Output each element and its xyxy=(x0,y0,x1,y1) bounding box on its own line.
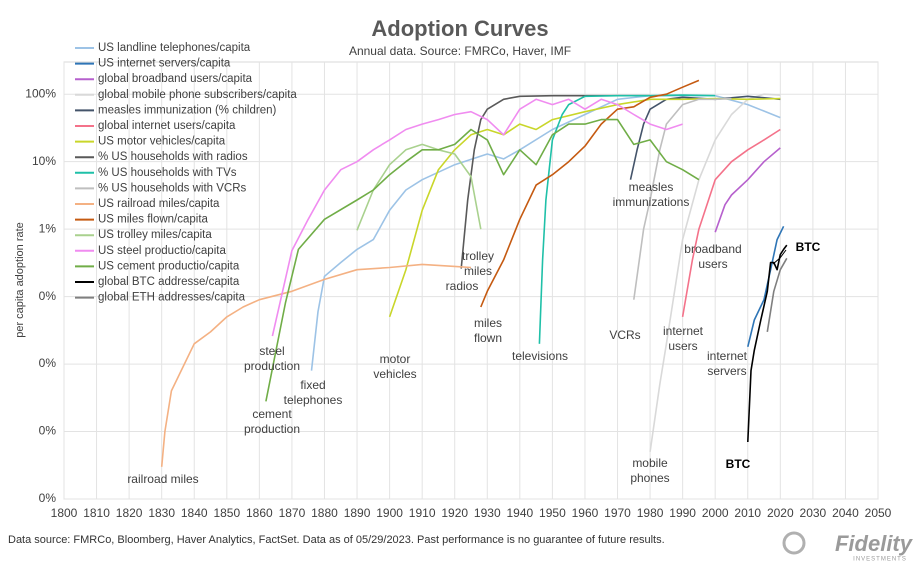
x-tick-label: 1840 xyxy=(181,506,208,520)
annotation-leader xyxy=(772,249,787,265)
annotation: internet xyxy=(663,324,704,338)
series-line xyxy=(356,143,482,231)
x-tick-label: 2000 xyxy=(702,506,729,520)
x-tick-label: 1830 xyxy=(148,506,175,520)
legend-label: US miles flown/capita xyxy=(98,214,209,226)
x-tick-label: 1920 xyxy=(441,506,468,520)
x-tick-label: 1870 xyxy=(279,506,306,520)
annotation: radios xyxy=(446,279,479,293)
annotation: railroad miles xyxy=(127,472,198,486)
x-tick-label: 1940 xyxy=(506,506,533,520)
annotation: users xyxy=(668,339,697,353)
legend-label: measles immunization (% children) xyxy=(98,104,276,116)
legend-label: % US households with VCRs xyxy=(98,182,247,194)
annotation: flown xyxy=(474,331,502,345)
legend-label: global ETH addresses/capita xyxy=(98,292,246,304)
x-tick-label: 1980 xyxy=(637,506,664,520)
annotation: mobile xyxy=(632,456,668,470)
series-line xyxy=(766,257,788,333)
x-tick-label: 2010 xyxy=(734,506,761,520)
legend-label: % US households with TVs xyxy=(98,167,237,179)
legend-label: US motor vehicles/capita xyxy=(98,136,226,148)
annotation: trolley xyxy=(462,249,494,263)
legend-label: global broadband users/capita xyxy=(98,73,253,85)
annotation: telephones xyxy=(284,393,343,407)
annotation: motor xyxy=(380,352,411,366)
annotation: broadband xyxy=(684,242,741,256)
series-line xyxy=(633,97,732,300)
x-tick-label: 1800 xyxy=(51,506,78,520)
annotation: production xyxy=(244,422,300,436)
annotation: users xyxy=(698,257,727,271)
y-tick-label: 0% xyxy=(39,289,57,303)
chart-title: Adoption Curves xyxy=(371,16,548,41)
x-tick-label: 2020 xyxy=(767,506,794,520)
x-tick-label: 1960 xyxy=(572,506,599,520)
series-line xyxy=(160,263,472,467)
brand-sub: INVESTMENTS xyxy=(853,557,907,563)
x-tick-label: 2050 xyxy=(865,506,892,520)
series-line xyxy=(480,79,700,308)
x-tick-label: 1900 xyxy=(376,506,403,520)
legend-label: global BTC addresse/capita xyxy=(98,276,240,288)
legend-label: global mobile phone subscribers/capita xyxy=(98,89,297,101)
y-axis-label: per capita adoption rate xyxy=(14,222,26,338)
series-line xyxy=(265,118,700,402)
brand-icon xyxy=(782,531,806,555)
x-tick-label: 1970 xyxy=(604,506,631,520)
legend-label: US internet servers/capita xyxy=(98,58,231,70)
annotation: immunizations xyxy=(613,195,690,209)
annotation: BTC xyxy=(796,240,821,254)
legend-label: US trolley miles/capita xyxy=(98,229,212,241)
y-tick-label: 10% xyxy=(32,154,56,168)
footer: Data source: FMRCo, Bloomberg, Haver Ana… xyxy=(8,534,665,546)
annotation: cement xyxy=(252,407,292,421)
annotation: production xyxy=(244,359,300,373)
series-line xyxy=(747,244,788,443)
series-line xyxy=(271,98,683,337)
x-tick-label: 1890 xyxy=(344,506,371,520)
annotation: miles xyxy=(474,316,502,330)
series-line xyxy=(714,147,781,233)
x-tick-label: 1880 xyxy=(311,506,338,520)
y-tick-label: 1% xyxy=(39,221,57,235)
y-tick-label: 0% xyxy=(39,424,57,438)
annotation: BTC xyxy=(726,457,751,471)
x-tick-label: 1910 xyxy=(409,506,436,520)
annotation: steel xyxy=(259,344,284,358)
annotation: VCRs xyxy=(609,328,640,342)
annotation: measles xyxy=(629,180,674,194)
x-tick-label: 1850 xyxy=(213,506,240,520)
y-tick-label: 0% xyxy=(39,491,57,505)
legend-label: US railroad miles/capita xyxy=(98,198,220,210)
chart-subtitle: Annual data. Source: FMRCo, Haver, IMF xyxy=(349,44,571,58)
y-tick-label: 0% xyxy=(39,356,57,370)
x-tick-label: 1950 xyxy=(539,506,566,520)
x-tick-label: 2040 xyxy=(832,506,859,520)
annotation: televisions xyxy=(512,349,568,363)
legend-label: global internet users/capita xyxy=(98,120,236,132)
annotation: servers xyxy=(707,364,746,378)
brand: Fidelity xyxy=(835,531,914,556)
annotation: fixed xyxy=(300,378,325,392)
legend-label: US steel productio/capita xyxy=(98,245,226,257)
legend-label: % US households with radios xyxy=(98,151,248,163)
x-tick-label: 2030 xyxy=(800,506,827,520)
x-tick-label: 1820 xyxy=(116,506,143,520)
legend-label: US landline telephones/capita xyxy=(98,42,251,54)
annotation: miles xyxy=(464,264,492,278)
series-line xyxy=(681,128,781,318)
x-tick-label: 1930 xyxy=(474,506,501,520)
annotation: phones xyxy=(630,471,669,485)
series-line xyxy=(388,97,781,318)
x-tick-label: 1860 xyxy=(246,506,273,520)
y-tick-label: 100% xyxy=(25,86,56,100)
annotation: vehicles xyxy=(373,367,416,381)
annotation: internet xyxy=(707,349,748,363)
x-tick-label: 1990 xyxy=(669,506,696,520)
x-tick-label: 1810 xyxy=(83,506,110,520)
legend-label: US cement productio/capita xyxy=(98,260,240,272)
